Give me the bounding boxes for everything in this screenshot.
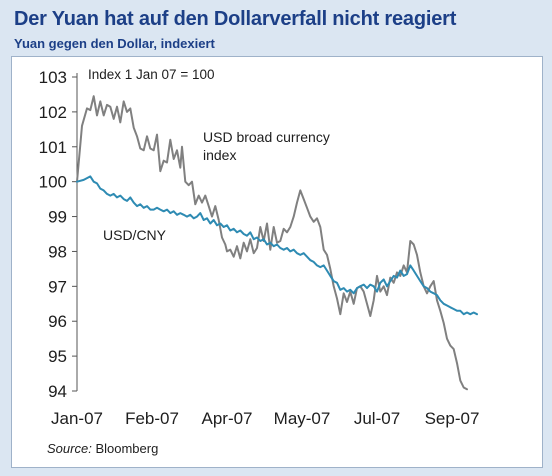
y-tick-label: 99: [48, 208, 67, 227]
y-tick-label: 97: [48, 277, 67, 296]
x-tick-label: Jan-07: [51, 409, 103, 428]
x-tick-label: Apr-07: [201, 409, 252, 428]
usd-broad-label-line1: USD broad currency: [203, 129, 330, 145]
series-line-usd_broad: [76, 95, 468, 391]
x-tick-label: Sep-07: [425, 409, 480, 428]
y-tick-label: 100: [39, 173, 67, 192]
series-line-usd_cny: [76, 175, 478, 316]
y-tick-label: 94: [48, 382, 67, 401]
source-text: Bloomberg: [95, 441, 159, 456]
chart-annotations: Index 1 Jan 07 = 100 USD broad currency …: [88, 67, 330, 243]
usd-broad-label-line2: index: [203, 147, 236, 163]
x-tick-label: Jul-07: [354, 409, 400, 428]
x-tick-label: May-07: [274, 409, 331, 428]
y-tick-label: 96: [48, 312, 67, 331]
chart-panel: [11, 56, 543, 468]
x-tick-label: Feb-07: [125, 409, 179, 428]
y-tick-label: 101: [39, 138, 67, 157]
chart-axes: 94 95 96 97 98 99 100 101 102 103 Jan-07 Feb-07 Apr-…: [39, 68, 480, 428]
y-tick-label: 103: [39, 68, 67, 87]
source-label: Source:: [47, 441, 92, 456]
page-title: Der Yuan hat auf den Dollarverfall nicht…: [14, 8, 457, 30]
index-note-annotation: Index 1 Jan 07 = 100: [88, 67, 214, 82]
usd-cny-label: USD/CNY: [103, 227, 167, 243]
source-note: Source: Bloomberg: [47, 441, 158, 456]
y-tick-label: 95: [48, 347, 67, 366]
y-tick-label: 98: [48, 242, 67, 261]
chart-series-layer: [76, 95, 478, 391]
y-tick-label: 102: [39, 103, 67, 122]
page-subtitle: Yuan gegen den Dollar, indexiert: [14, 36, 215, 51]
